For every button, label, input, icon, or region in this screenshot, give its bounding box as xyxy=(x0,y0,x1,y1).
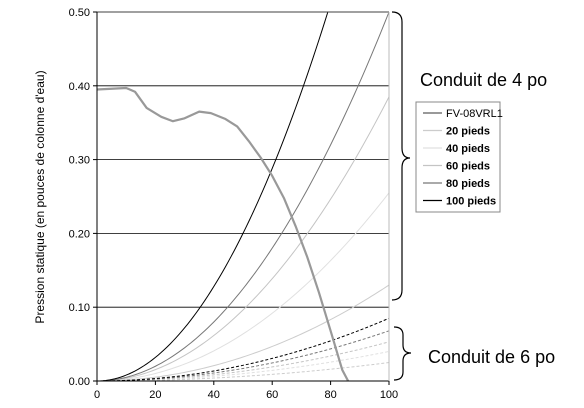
legend-label: 80 pieds xyxy=(446,178,490,190)
legend-label: 40 pieds xyxy=(446,143,490,155)
y-tick-label: 0.00 xyxy=(69,376,90,388)
legend-label: 100 pieds xyxy=(446,196,496,208)
legend-box xyxy=(415,101,501,213)
y-axis-label: Pression statique (en pouces de colonne … xyxy=(33,70,47,323)
tick-labels: 0.00 0.10 0.20 0.30 0.40 0.50 0 20 40 60 80 100 xyxy=(69,7,399,401)
series-4po-60-pieds xyxy=(96,96,390,382)
legend-label: FV-08VRL1 xyxy=(446,108,503,120)
legend: FV-08VRL1 20 pieds 40 pieds 60 pieds 80 pied… xyxy=(415,101,503,213)
legend-label: 20 pieds xyxy=(446,126,490,138)
x-tick-label: 100 xyxy=(380,389,398,401)
y-tick-label: 0.10 xyxy=(69,302,90,314)
brace-6po xyxy=(393,326,412,381)
series-4po-20-pieds xyxy=(96,284,390,382)
y-tick-label: 0.20 xyxy=(69,228,90,240)
y-tick-label: 0.30 xyxy=(69,155,90,167)
brace-4po xyxy=(391,11,411,301)
group-label-6po: Conduit de 6 po xyxy=(428,347,555,367)
series-6po-80-pieds xyxy=(96,330,390,382)
x-tick-label: 60 xyxy=(266,389,278,401)
y-tick-label: 0.40 xyxy=(69,81,90,93)
series-6po-20-pieds xyxy=(96,362,390,382)
fan-curve-FV-08VRL1 xyxy=(96,86,350,382)
series-4po-80-pieds xyxy=(96,11,390,382)
group-label-4po: Conduit de 4 po xyxy=(420,70,547,90)
series-6po-60-pieds xyxy=(96,341,390,382)
series-4po-40-pieds xyxy=(96,192,390,382)
x-tick-label: 0 xyxy=(94,389,100,401)
curves xyxy=(96,11,390,382)
grid-lines xyxy=(97,11,389,308)
legend-label: 60 pieds xyxy=(446,161,490,173)
x-tick-label: 40 xyxy=(208,389,220,401)
axes xyxy=(93,11,390,385)
x-tick-label: 80 xyxy=(324,389,336,401)
series-6po-100-pieds xyxy=(96,317,390,382)
series-6po-40-pieds xyxy=(96,350,390,382)
y-tick-label: 0.50 xyxy=(69,7,90,19)
x-tick-label: 20 xyxy=(149,389,161,401)
series-4po-100-pieds xyxy=(96,12,329,382)
